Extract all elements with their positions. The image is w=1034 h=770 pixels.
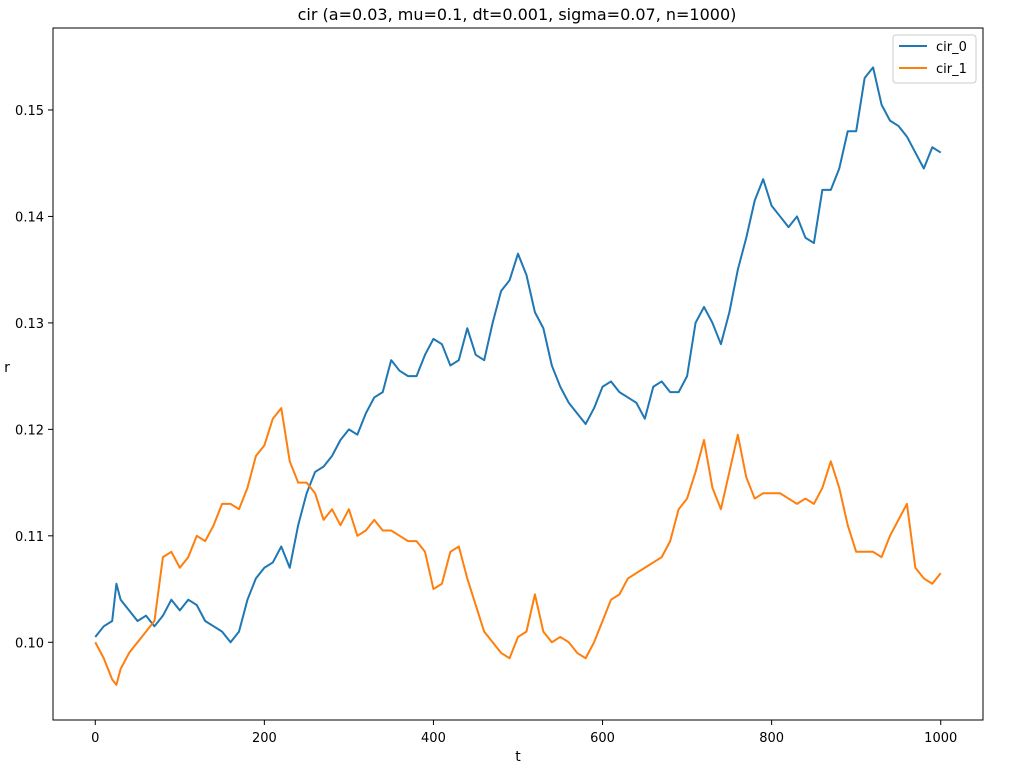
y-axis: 0.10 0.11 0.12 0.13 0.14 0.15 [15,104,53,651]
y-tick-label: 0.11 [15,530,44,545]
series-line-cir-0 [94,66,942,644]
legend: cir_0 cir_1 [892,34,977,84]
y-tick-label: 0.13 [15,317,44,332]
y-tick-label: 0.14 [15,210,44,225]
series-line-cir-1 [94,407,942,686]
x-tick-label: 0 [91,731,99,746]
x-axis-label: t [515,749,521,765]
y-tick-label: 0.15 [15,104,44,119]
x-axis: 0 200 400 600 800 1000 [91,720,957,746]
y-tick-label: 0.10 [15,636,44,651]
x-tick-label: 800 [759,731,784,746]
legend-label-cir-1: cir_1 [936,62,967,77]
y-tick-label: 0.12 [15,423,44,438]
legend-label-cir-0: cir_0 [936,40,967,55]
plot-frame [52,27,984,721]
series-layer [94,66,942,686]
chart-title: cir (a=0.03, mu=0.1, dt=0.001, sigma=0.0… [298,5,737,24]
y-axis-label: r [4,360,10,376]
x-tick-label: 600 [590,731,615,746]
x-tick-label: 200 [252,731,277,746]
x-tick-label: 400 [421,731,446,746]
x-tick-label: 1000 [924,731,957,746]
